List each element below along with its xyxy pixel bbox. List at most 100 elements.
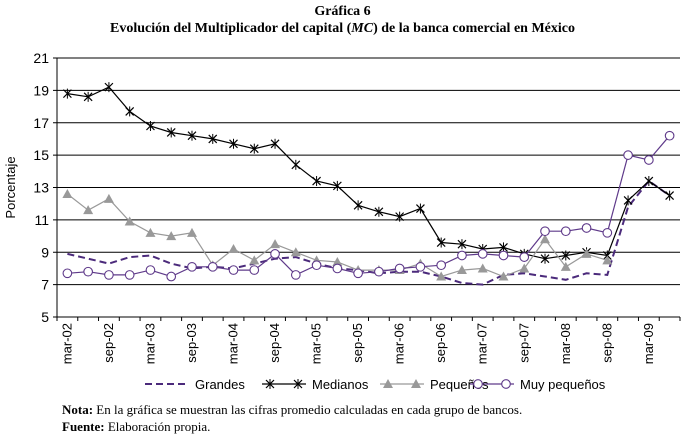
legend-label: Medianos	[312, 377, 369, 392]
data-point	[477, 249, 488, 259]
data-point	[540, 253, 550, 264]
chart-title-prefix: Evolución del Multiplicador del capital …	[110, 21, 352, 36]
data-point	[665, 190, 675, 201]
figure-title-block: Gráfica 6 Evolución del Multiplicador de…	[0, 3, 685, 37]
data-point	[664, 130, 675, 141]
y-tick-label: 15	[33, 147, 49, 163]
data-point	[187, 130, 197, 141]
data-point	[166, 271, 177, 282]
data-point	[560, 261, 571, 271]
data-point	[83, 205, 94, 215]
data-point	[498, 250, 509, 261]
x-tick-label: sep-05	[350, 323, 365, 363]
data-point	[353, 200, 363, 211]
data-point	[602, 255, 613, 265]
grid-lines	[57, 57, 680, 286]
data-point	[560, 226, 571, 237]
legend-item: Medianos	[262, 377, 369, 392]
data-point	[166, 127, 176, 138]
data-point	[498, 271, 509, 281]
y-tick-label: 9	[41, 244, 49, 260]
data-point	[415, 261, 426, 272]
data-point	[290, 270, 301, 280]
series-line	[67, 86, 670, 260]
data-point	[395, 211, 405, 222]
y-tick-label: 17	[33, 115, 49, 131]
data-point	[561, 250, 571, 261]
x-tick-label: sep-02	[101, 323, 116, 363]
chart-title-abbrev: MC	[351, 21, 374, 36]
data-point	[103, 193, 114, 203]
data-point	[581, 248, 592, 258]
x-tick-label: mar-09	[641, 323, 656, 364]
data-point	[207, 261, 218, 272]
legend-marker	[293, 379, 303, 389]
x-tick-label: mar-06	[392, 323, 407, 364]
data-point	[208, 133, 218, 144]
data-point	[187, 261, 197, 272]
x-tick-label: mar-05	[309, 323, 324, 364]
x-tick-label: mar-02	[59, 323, 74, 364]
note-line: Nota: En la gráfica se muestran las cifr…	[62, 401, 522, 418]
data-point	[519, 263, 530, 273]
series-line	[67, 135, 671, 278]
legend-marker	[265, 379, 275, 389]
axes: 5 7 9 11 13 15 17 19 21 Porcentaje mar-02 sep-02 mar…	[3, 50, 681, 364]
data-point	[104, 270, 114, 280]
series-grandes	[67, 179, 671, 286]
legend-marker	[411, 379, 421, 388]
data-point	[83, 266, 93, 277]
legend: Grandes Medianos Pequeños Muy pequeños	[145, 377, 606, 392]
data-point	[374, 266, 384, 277]
figure-label: Gráfica 6	[314, 4, 371, 19]
data-point	[62, 268, 73, 279]
x-tick-label: mar-07	[475, 323, 490, 364]
y-tick-label: 11	[34, 212, 49, 228]
data-point	[104, 82, 114, 93]
data-point	[124, 216, 135, 226]
data-point	[457, 239, 467, 250]
source-text: Elaboración propia.	[107, 419, 211, 434]
y-tick-label: 7	[41, 277, 49, 293]
legend-label: Muy pequeños	[520, 377, 606, 392]
data-point	[166, 231, 177, 241]
series-medianos	[62, 82, 675, 264]
data-point	[83, 91, 93, 102]
source-line: Fuente: Elaboración propia.	[62, 418, 522, 435]
data-point	[228, 244, 239, 254]
data-point	[581, 223, 592, 233]
data-point	[270, 138, 280, 149]
data-point	[249, 143, 259, 154]
notes: Nota: En la gráfica se muestran las cifr…	[62, 401, 522, 435]
data-point	[332, 256, 343, 266]
data-point	[332, 263, 343, 274]
x-tick-label: sep-08	[599, 323, 614, 363]
y-tick-label: 5	[41, 309, 49, 325]
legend-item: Muy pequeños	[470, 377, 606, 392]
x-tick-label: mar-04	[226, 323, 241, 364]
y-tick-label: 21	[33, 50, 49, 66]
legend-marker	[383, 379, 393, 388]
data-point	[332, 180, 342, 191]
legend-marker	[473, 379, 483, 389]
chart-title: Evolución del Multiplicador del capital …	[0, 20, 685, 37]
data-point	[145, 265, 156, 275]
data-point	[249, 255, 260, 265]
legend-label: Pequeños	[430, 377, 489, 392]
data-point	[602, 227, 613, 238]
y-tick-label: 13	[33, 180, 49, 196]
x-tick-label: sep-03	[184, 323, 199, 363]
data-point	[353, 268, 363, 279]
x-tick-label: sep-06	[433, 323, 448, 363]
x-tick-label: sep-04	[267, 323, 282, 363]
legend-item: Pequeños	[380, 377, 489, 392]
data-point	[62, 188, 73, 198]
data-point	[415, 203, 425, 214]
data-point	[145, 227, 156, 237]
data-point	[394, 263, 405, 274]
data-point	[62, 88, 72, 99]
x-tick-label: sep-07	[516, 323, 531, 363]
y-axis-label: Porcentaje	[3, 156, 18, 218]
data-point	[457, 250, 467, 261]
data-point	[644, 176, 654, 187]
